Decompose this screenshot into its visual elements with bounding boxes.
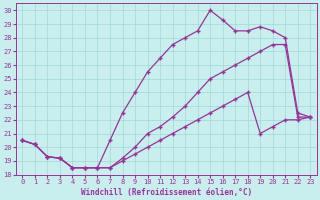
- X-axis label: Windchill (Refroidissement éolien,°C): Windchill (Refroidissement éolien,°C): [81, 188, 252, 197]
